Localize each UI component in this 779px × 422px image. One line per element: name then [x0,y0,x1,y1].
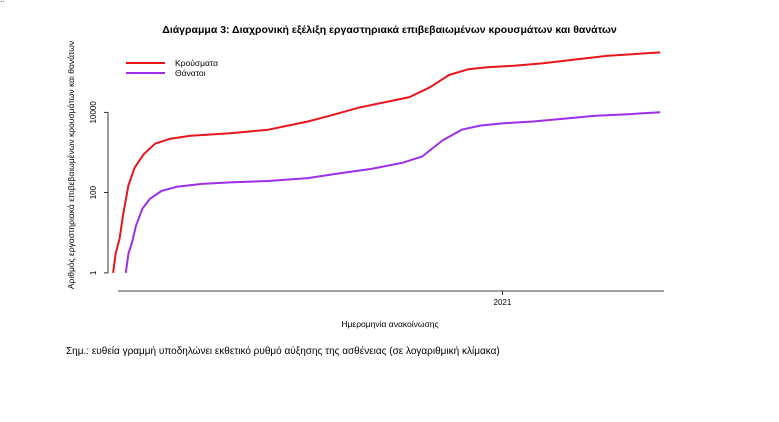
legend-label-deaths: Θάνατοι [175,68,206,78]
x-tick-label: 2021 [494,298,512,307]
series-line-deaths [124,111,661,274]
chart-axes: 1 100 10000 2021 [89,101,664,307]
chart-lines [112,51,661,274]
footnote: Σημ.: ευθεία γραμμή υποδηλώνει εκθετικό … [66,346,500,357]
y-tick-label: 1 [89,270,98,275]
y-tick-label: 10000 [89,101,98,124]
y-tick-label: 100 [89,185,98,199]
top-edge-mark: .. [0,0,5,4]
legend-label-cases: Κρούσματα [175,58,218,68]
series-line-cases [112,51,661,274]
x-axis-label: Ημερομηνία ανακοίνωσης [341,319,438,329]
y-axis-label: Αριθμός εργαστηριακά επιβεβαιωμένων κρου… [66,41,76,289]
chart-title: Διάγραμμα 3: Διαχρονική εξέλιξη εργαστηρ… [162,24,617,36]
